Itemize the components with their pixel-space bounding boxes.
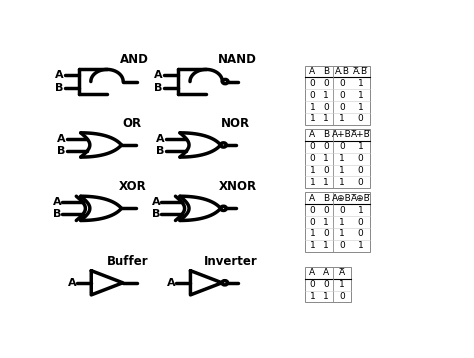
Text: 0: 0 xyxy=(323,79,329,88)
Text: Inverter: Inverter xyxy=(203,255,257,268)
Text: B: B xyxy=(156,146,165,156)
Text: 1: 1 xyxy=(357,91,364,100)
Text: A̅: A̅ xyxy=(339,268,345,277)
FancyBboxPatch shape xyxy=(305,193,370,252)
FancyBboxPatch shape xyxy=(305,267,351,303)
Text: XOR: XOR xyxy=(118,180,146,193)
Text: B: B xyxy=(55,83,64,93)
Text: 0: 0 xyxy=(323,103,329,112)
Text: 0: 0 xyxy=(339,142,345,151)
Text: A: A xyxy=(53,197,61,207)
Text: A: A xyxy=(167,278,175,288)
Text: A: A xyxy=(57,134,65,144)
Text: 0: 0 xyxy=(339,292,345,301)
Text: 1: 1 xyxy=(339,166,345,175)
Text: 1: 1 xyxy=(323,115,329,124)
Text: 0: 0 xyxy=(339,241,345,250)
Text: 0: 0 xyxy=(310,206,315,215)
Text: 1: 1 xyxy=(310,241,315,250)
Text: 1: 1 xyxy=(323,292,329,301)
Text: 1: 1 xyxy=(339,115,345,124)
Text: 0: 0 xyxy=(323,206,329,215)
Text: 1: 1 xyxy=(357,206,364,215)
Text: 1: 1 xyxy=(323,241,329,250)
Text: AND: AND xyxy=(120,53,149,66)
Text: 1: 1 xyxy=(357,103,364,112)
Text: B: B xyxy=(152,209,160,219)
Text: 1: 1 xyxy=(339,218,345,227)
Text: 1: 1 xyxy=(323,154,329,163)
Text: A: A xyxy=(152,197,160,207)
Text: B: B xyxy=(53,209,61,219)
Text: A: A xyxy=(310,130,315,140)
Text: 1: 1 xyxy=(339,154,345,163)
Text: 0: 0 xyxy=(310,142,315,151)
Text: 1: 1 xyxy=(310,229,315,238)
FancyBboxPatch shape xyxy=(305,66,370,125)
Text: 0: 0 xyxy=(357,218,364,227)
Text: XNOR: XNOR xyxy=(219,180,256,193)
Text: 1: 1 xyxy=(339,280,345,289)
Text: A⊕B: A⊕B xyxy=(332,194,352,203)
Text: 0: 0 xyxy=(357,166,364,175)
Text: A̅⊕B̅: A̅⊕B̅ xyxy=(351,194,370,203)
Text: 0: 0 xyxy=(323,166,329,175)
Text: A: A xyxy=(323,268,329,277)
Text: 1: 1 xyxy=(310,115,315,124)
Text: A: A xyxy=(310,194,315,203)
Text: 1: 1 xyxy=(310,103,315,112)
Text: A.B: A.B xyxy=(335,67,350,76)
Text: 0: 0 xyxy=(323,229,329,238)
Text: A: A xyxy=(310,67,315,76)
Text: 0: 0 xyxy=(310,79,315,88)
Text: 1: 1 xyxy=(339,178,345,187)
Text: NAND: NAND xyxy=(218,53,257,66)
Text: A: A xyxy=(156,134,165,144)
Text: 1: 1 xyxy=(339,229,345,238)
Text: 1: 1 xyxy=(310,178,315,187)
Text: B: B xyxy=(57,146,65,156)
Text: 0: 0 xyxy=(357,178,364,187)
Text: 0: 0 xyxy=(339,103,345,112)
Text: B: B xyxy=(323,130,329,140)
Text: 0: 0 xyxy=(339,91,345,100)
Text: A: A xyxy=(55,71,64,81)
Text: A: A xyxy=(154,71,163,81)
Text: B: B xyxy=(323,67,329,76)
Text: Buffer: Buffer xyxy=(106,255,148,268)
Text: A+B: A+B xyxy=(332,130,352,140)
Text: A̅+B̅: A̅+B̅ xyxy=(351,130,370,140)
Text: 0: 0 xyxy=(357,115,364,124)
Text: OR: OR xyxy=(123,117,142,130)
Text: 1: 1 xyxy=(310,166,315,175)
Text: B: B xyxy=(323,194,329,203)
Text: 0: 0 xyxy=(310,154,315,163)
Text: 1: 1 xyxy=(357,79,364,88)
Text: 0: 0 xyxy=(339,206,345,215)
Text: 0: 0 xyxy=(357,229,364,238)
Text: A: A xyxy=(310,268,315,277)
Text: 0: 0 xyxy=(323,142,329,151)
Text: 0: 0 xyxy=(357,154,364,163)
Text: 1: 1 xyxy=(310,292,315,301)
Text: 0: 0 xyxy=(310,218,315,227)
Text: B: B xyxy=(155,83,163,93)
Text: 0: 0 xyxy=(310,280,315,289)
Text: 1: 1 xyxy=(357,241,364,250)
Text: 0: 0 xyxy=(310,91,315,100)
FancyBboxPatch shape xyxy=(305,129,370,188)
Text: 0: 0 xyxy=(339,79,345,88)
Text: 1: 1 xyxy=(323,91,329,100)
Text: 0: 0 xyxy=(323,280,329,289)
Text: A̅.B̅: A̅.B̅ xyxy=(353,67,368,76)
Text: 1: 1 xyxy=(357,142,364,151)
Text: A: A xyxy=(67,278,76,288)
Text: 1: 1 xyxy=(323,218,329,227)
Text: 1: 1 xyxy=(323,178,329,187)
Text: NOR: NOR xyxy=(221,117,250,130)
